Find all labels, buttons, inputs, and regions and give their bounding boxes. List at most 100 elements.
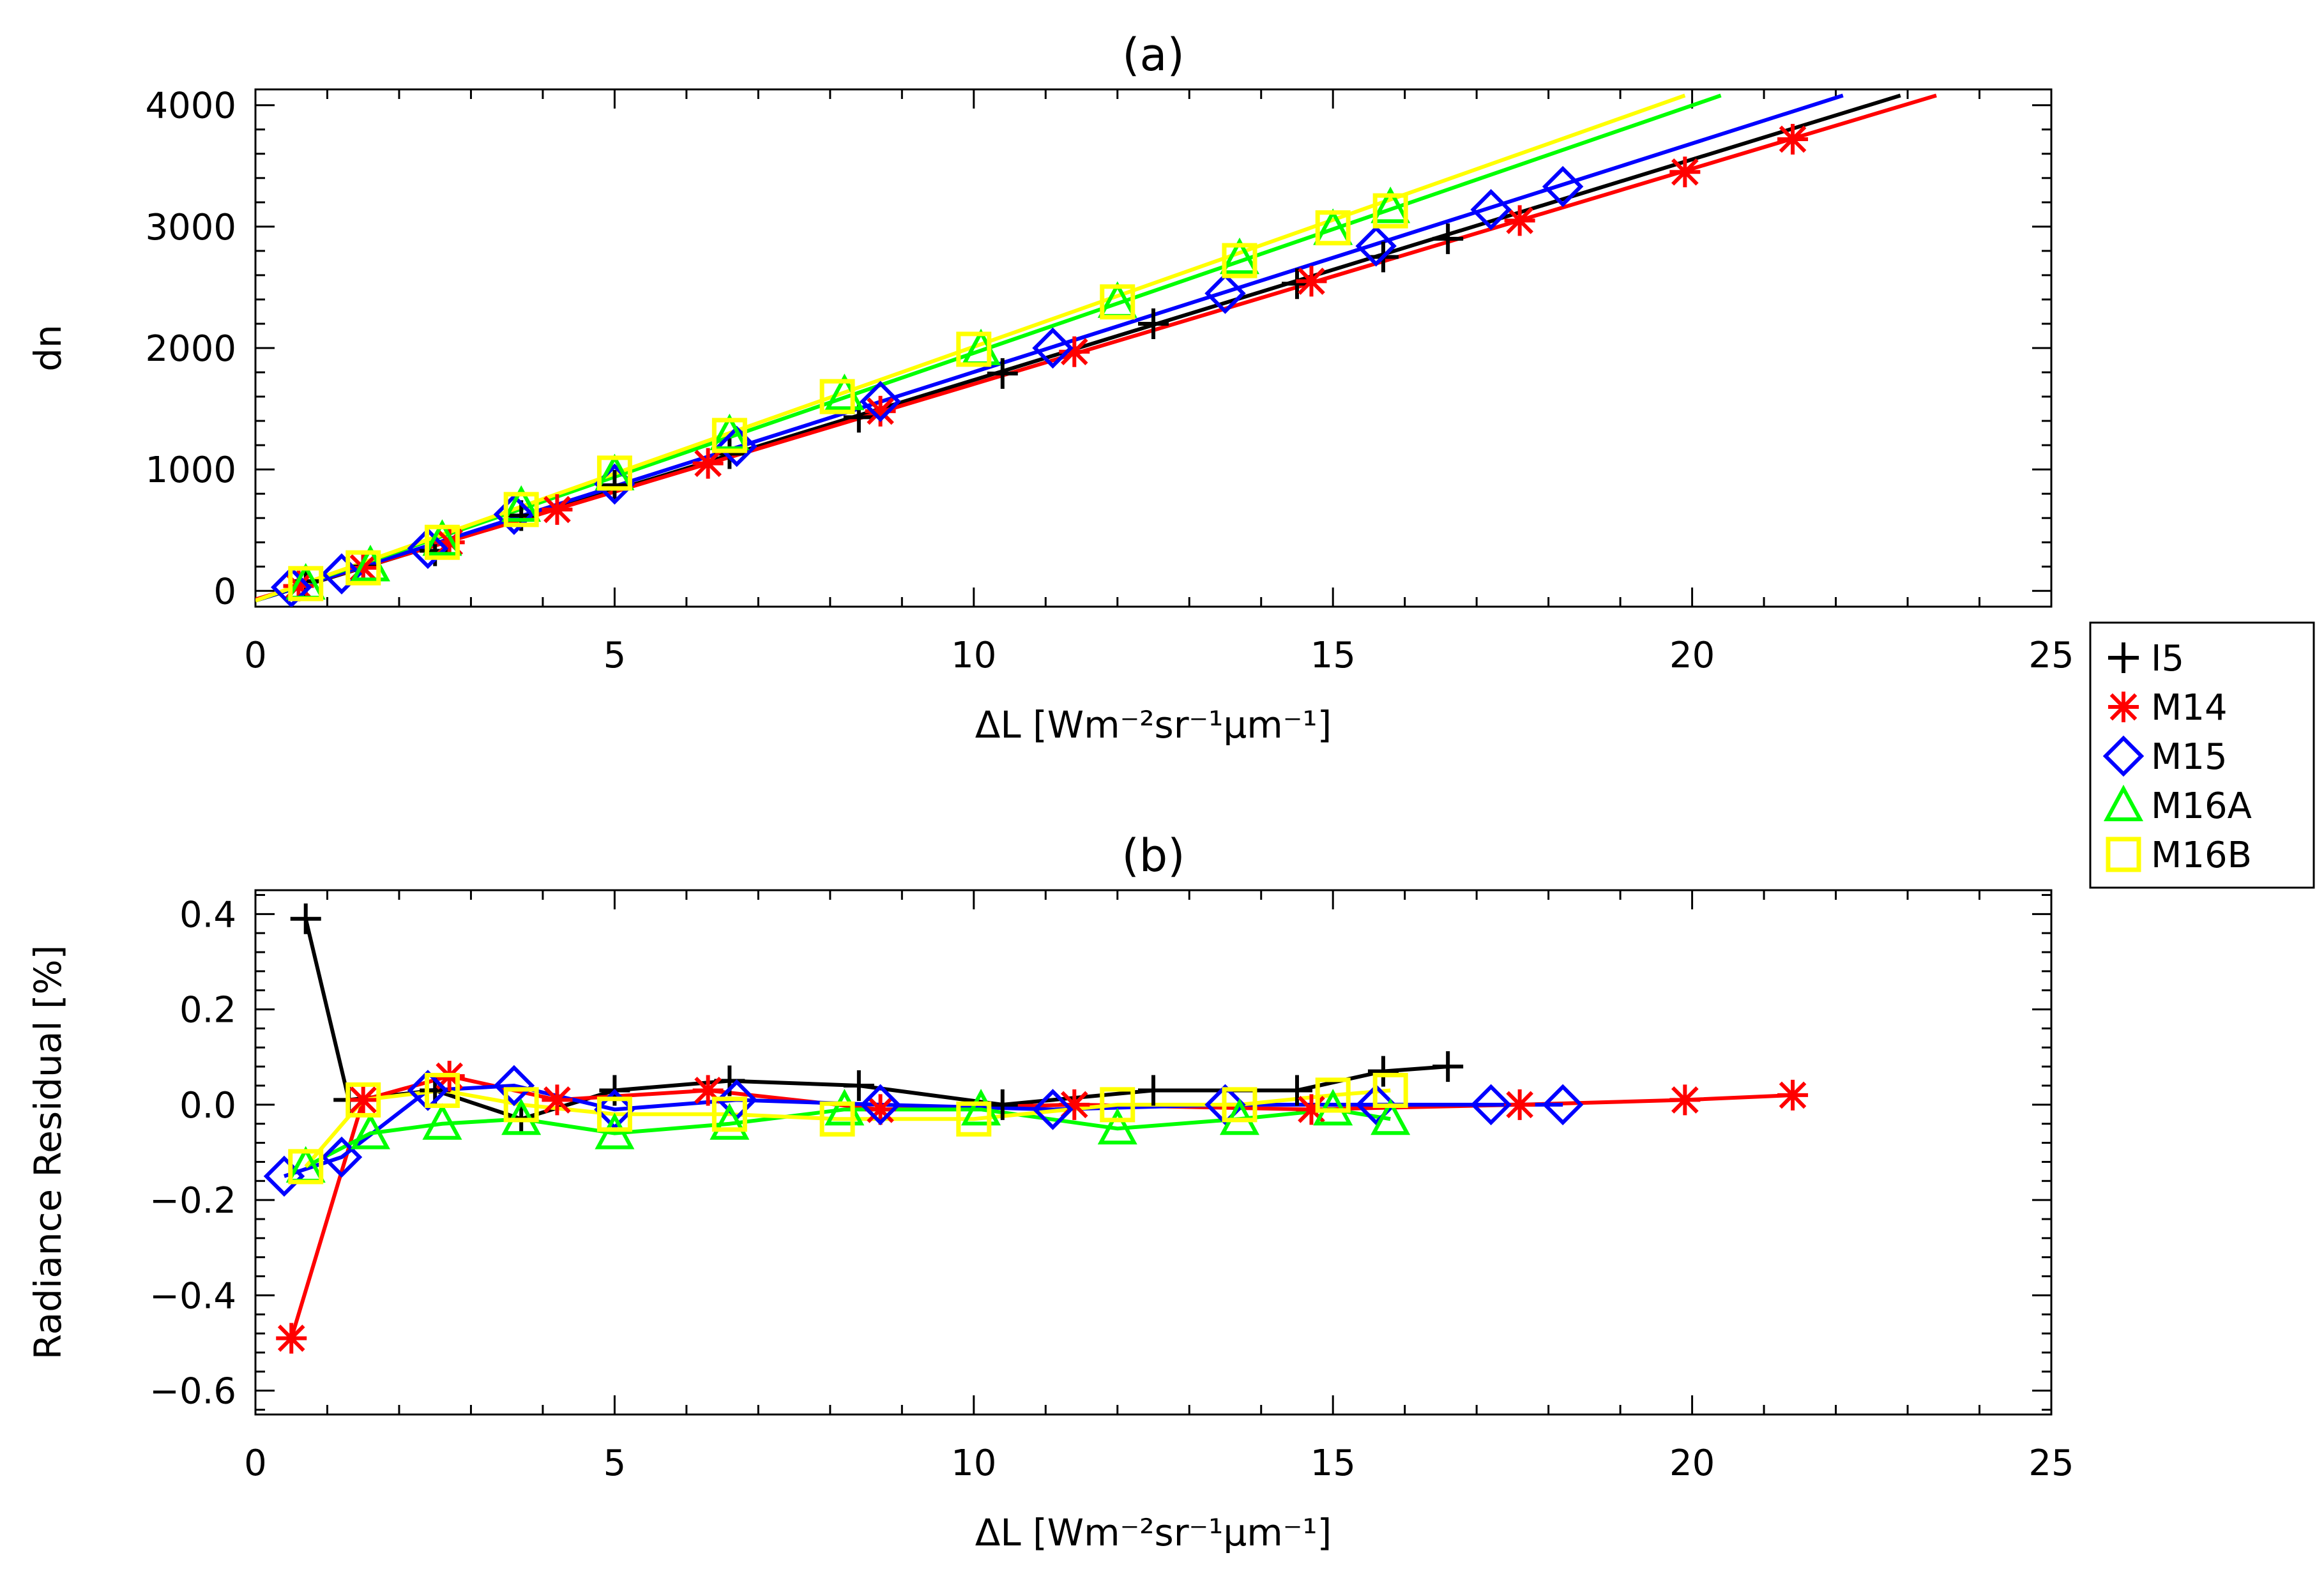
x-tick-label: 15 xyxy=(1310,1443,1356,1484)
x-tick-label: 10 xyxy=(951,1443,996,1484)
data-point-m15 xyxy=(407,1070,449,1111)
series-m15 xyxy=(284,1083,1563,1178)
data-point-i5 xyxy=(1281,1075,1312,1106)
data-point-m14 xyxy=(1059,1089,1090,1120)
data-point-m16a xyxy=(422,519,462,556)
data-point-m16b xyxy=(346,1082,381,1118)
data-area xyxy=(263,903,1809,1354)
data-point-m16a xyxy=(1313,1089,1353,1126)
x-tick-label: 20 xyxy=(1669,635,1715,676)
data-point-m15 xyxy=(1470,188,1512,231)
data-point-m15 xyxy=(1032,1089,1074,1130)
data-point-m14 xyxy=(283,570,314,602)
data-point-m16b xyxy=(503,1087,539,1123)
data-point-m15 xyxy=(270,566,312,607)
series-m15 xyxy=(255,93,1844,603)
y-tick-label: 0.4 xyxy=(179,894,236,936)
data-point-m15 xyxy=(860,1084,901,1126)
data-point-m15 xyxy=(716,425,757,467)
data-point-m16b xyxy=(956,1101,992,1137)
data-point-m14 xyxy=(434,527,465,558)
y-tick-label: 2000 xyxy=(145,328,236,370)
data-point-m15 xyxy=(1204,1084,1246,1126)
y-tick-label: 3000 xyxy=(145,207,236,248)
data-point-m16b xyxy=(1315,210,1351,246)
y-tick-label: −0.2 xyxy=(149,1180,236,1222)
data-point-m16a xyxy=(501,485,542,522)
data-point-m14 xyxy=(1296,266,1327,297)
y-tick-label: 0 xyxy=(213,571,236,612)
data-point-i5 xyxy=(1432,223,1464,254)
data-point-m16a xyxy=(1097,1107,1137,1145)
y-tick-label: 0.2 xyxy=(179,990,236,1031)
data-area xyxy=(255,93,1937,607)
data-point-i5 xyxy=(1138,308,1169,339)
legend-label: M15 xyxy=(2151,736,2228,778)
data-point-m16b xyxy=(819,379,855,414)
y-axis-title: Radiance Residual [%] xyxy=(26,945,70,1360)
data-point-m14 xyxy=(1777,123,1809,155)
markers-m14 xyxy=(283,123,1809,602)
fit-line-m16b xyxy=(255,93,1686,603)
data-point-m16b xyxy=(346,550,381,586)
data-point-m14 xyxy=(1504,1089,1535,1120)
data-point-m16b xyxy=(711,1096,747,1132)
data-point-m15 xyxy=(1204,273,1246,314)
data-point-m16b xyxy=(288,1149,324,1185)
data-point-m15 xyxy=(1542,1084,1584,1126)
data-point-m16a xyxy=(350,1112,391,1149)
panel-title: (b) xyxy=(1121,830,1185,882)
plot-frame xyxy=(254,889,2053,1416)
data-point-m16b xyxy=(424,1072,460,1108)
data-point-m16a xyxy=(422,1103,462,1140)
data-point-m14 xyxy=(692,448,724,479)
data-point-i5 xyxy=(1367,1056,1399,1087)
data-point-m14 xyxy=(276,1323,307,1354)
data-point-i5 xyxy=(843,1070,874,1102)
data-point-m14 xyxy=(1669,156,1701,188)
legend-marker-m15 xyxy=(2102,735,2145,777)
x-tick-label: 25 xyxy=(2028,635,2074,676)
data-point-m14 xyxy=(1059,336,1090,367)
data-point-i5 xyxy=(1432,1051,1464,1082)
data-point-m14 xyxy=(1296,1094,1327,1125)
data-point-m15 xyxy=(493,1065,535,1107)
x-axis-title: ΔL [Wm⁻²sr⁻¹μm⁻¹] xyxy=(975,703,1332,747)
data-point-m16a xyxy=(1371,1098,1411,1135)
data-point-m16b xyxy=(1222,1087,1257,1123)
data-point-m16b xyxy=(711,418,747,453)
legend-label: I5 xyxy=(2151,638,2184,679)
legend-item: I5 xyxy=(2108,638,2184,679)
x-tick-label: 20 xyxy=(1669,1443,1715,1484)
data-point-i5 xyxy=(987,358,1018,389)
data-point-m16b xyxy=(956,331,992,367)
fit-line-m15 xyxy=(255,93,1844,603)
data-point-m14 xyxy=(1777,1079,1809,1111)
y-tick-label: 0.0 xyxy=(179,1085,236,1126)
data-point-m16b xyxy=(1372,1072,1408,1108)
y-axis-title: dn xyxy=(26,324,70,372)
data-point-m15 xyxy=(1542,165,1584,208)
markers-m16b xyxy=(288,193,1408,602)
legend-label: M16B xyxy=(2151,835,2252,876)
legend-item: M16B xyxy=(2106,835,2252,876)
data-point-i5 xyxy=(599,469,630,501)
data-point-i5 xyxy=(1138,1075,1169,1106)
legend-marker-m16a xyxy=(2103,784,2144,821)
data-point-m16a xyxy=(501,1098,542,1135)
legend-marker-m14 xyxy=(2108,692,2139,722)
data-point-m16b xyxy=(288,566,324,602)
panel-title: (a) xyxy=(1122,29,1185,81)
data-point-m14 xyxy=(542,494,573,525)
data-point-m16a xyxy=(1219,1098,1260,1135)
data-point-m14 xyxy=(865,395,896,427)
x-tick-label: 15 xyxy=(1310,635,1356,676)
data-point-m15 xyxy=(1032,327,1074,369)
data-point-m14 xyxy=(347,552,379,584)
data-point-m16b xyxy=(596,455,632,491)
data-point-m16a xyxy=(595,1112,635,1149)
data-point-m14 xyxy=(1669,1084,1701,1116)
data-point-m14 xyxy=(1504,205,1535,236)
data-point-m15 xyxy=(407,527,449,569)
